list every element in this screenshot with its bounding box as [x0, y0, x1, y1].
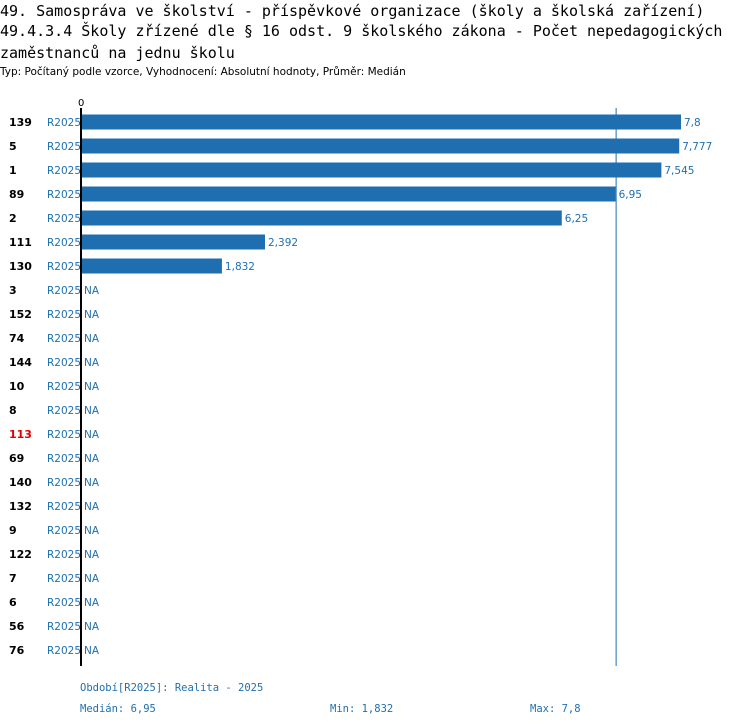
- na-label: NA: [84, 621, 100, 633]
- row-id-label: 9: [9, 524, 17, 537]
- row-id-label: 113: [9, 428, 32, 441]
- row-id-label: 139: [9, 116, 32, 129]
- row-period-label: R2025: [47, 117, 81, 129]
- na-label: NA: [84, 573, 100, 585]
- na-label: NA: [84, 501, 100, 513]
- bar-value-label: 7,8: [684, 117, 701, 129]
- na-label: NA: [84, 405, 100, 417]
- chart-title-line-2: 49.4.3.4 Školy zřízené dle § 16 odst. 9 …: [0, 22, 723, 40]
- row-id-label: 130: [9, 260, 32, 273]
- bar-value-label: 1,832: [225, 261, 255, 273]
- footer-min: Min: 1,832: [330, 703, 394, 715]
- row-id-label: 74: [9, 332, 25, 345]
- row-period-label: R2025: [47, 597, 81, 609]
- row-id-label: 8: [9, 404, 17, 417]
- bar: [81, 258, 222, 274]
- row-period-label: R2025: [47, 165, 81, 177]
- row-period-label: R2025: [47, 477, 81, 489]
- row-period-label: R2025: [47, 453, 81, 465]
- na-label: NA: [84, 549, 100, 561]
- chart-title-line-3: zaměstnanců na jednu školu: [0, 44, 235, 62]
- row-id-label: 2: [9, 212, 17, 225]
- row-id-label: 132: [9, 500, 32, 513]
- na-label: NA: [84, 645, 100, 657]
- row-id-label: 76: [9, 644, 25, 657]
- row-id-label: 10: [9, 380, 25, 393]
- row-id-label: 1: [9, 164, 17, 177]
- row-period-label: R2025: [47, 141, 81, 153]
- na-label: NA: [84, 285, 100, 297]
- row-period-label: R2025: [47, 405, 81, 417]
- row-period-label: R2025: [47, 501, 81, 513]
- row-id-label: 5: [9, 140, 17, 153]
- row-period-label: R2025: [47, 309, 81, 321]
- row-period-label: R2025: [47, 285, 81, 297]
- row-period-label: R2025: [47, 237, 81, 249]
- row-id-label: 3: [9, 284, 17, 297]
- row-id-label: 69: [9, 452, 24, 465]
- row-id-label: 144: [9, 356, 32, 369]
- row-period-label: R2025: [47, 189, 81, 201]
- footer-max: Max: 7,8: [530, 703, 581, 715]
- row-id-label: 6: [9, 596, 17, 609]
- footer-median: Medián: 6,95: [80, 703, 156, 715]
- row-id-label: 140: [9, 476, 32, 489]
- row-period-label: R2025: [47, 381, 81, 393]
- na-label: NA: [84, 357, 100, 369]
- na-label: NA: [84, 309, 100, 321]
- row-period-label: R2025: [47, 429, 81, 441]
- row-period-label: R2025: [47, 621, 81, 633]
- na-label: NA: [84, 429, 100, 441]
- row-period-label: R2025: [47, 525, 81, 537]
- na-label: NA: [84, 477, 100, 489]
- row-period-label: R2025: [47, 573, 81, 585]
- bar: [81, 234, 265, 250]
- bar-value-label: 2,392: [268, 237, 298, 249]
- bar: [81, 186, 616, 202]
- na-label: NA: [84, 381, 100, 393]
- axis-zero-label: 0: [78, 98, 84, 109]
- bar: [81, 138, 680, 154]
- row-id-label: 111: [9, 236, 32, 249]
- row-id-label: 152: [9, 308, 32, 321]
- na-label: NA: [84, 525, 100, 537]
- row-id-label: 7: [9, 572, 17, 585]
- row-id-label: 89: [9, 188, 24, 201]
- chart-title-line-1: 49. Samospráva ve školství - příspěvkové…: [0, 2, 705, 20]
- row-id-label: 56: [9, 620, 25, 633]
- na-label: NA: [84, 333, 100, 345]
- bar-value-label: 7,545: [664, 165, 694, 177]
- bar: [81, 210, 562, 226]
- row-period-label: R2025: [47, 213, 81, 225]
- row-period-label: R2025: [47, 549, 81, 561]
- footer-period: Období[R2025]: Realita - 2025: [80, 682, 264, 694]
- chart-subtitle: Typ: Počítaný podle vzorce, Vyhodnocení:…: [0, 66, 406, 78]
- bar-value-label: 6,95: [619, 189, 642, 201]
- row-period-label: R2025: [47, 645, 81, 657]
- row-period-label: R2025: [47, 261, 81, 273]
- bar: [81, 114, 681, 130]
- bar-value-label: 6,25: [565, 213, 588, 225]
- row-period-label: R2025: [47, 333, 81, 345]
- bar-value-label: 7,777: [682, 141, 712, 153]
- row-period-label: R2025: [47, 357, 81, 369]
- na-label: NA: [84, 453, 100, 465]
- na-label: NA: [84, 597, 100, 609]
- row-id-label: 122: [9, 548, 32, 561]
- bar: [81, 162, 662, 178]
